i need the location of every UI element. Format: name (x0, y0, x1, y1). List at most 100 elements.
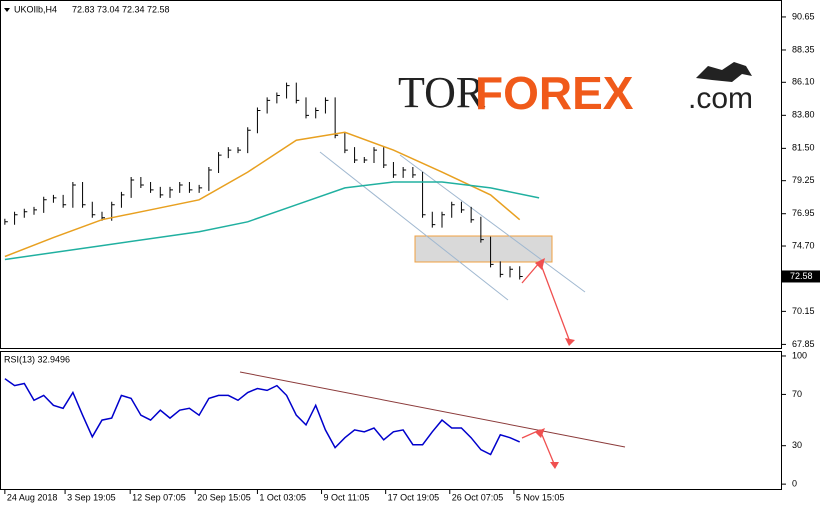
open: 72.83 (72, 4, 95, 14)
current-price-box (782, 270, 820, 283)
y-tick-label: 90.65 (792, 11, 815, 21)
price-bar (295, 82, 300, 104)
price-bar (324, 97, 329, 114)
y-tick-label: 67.85 (792, 339, 815, 349)
series-line (4, 378, 520, 456)
price-bar (62, 194, 67, 208)
price-bar (315, 107, 319, 119)
price-bar (198, 184, 203, 193)
y-tick-label: 30 (792, 440, 802, 450)
y-tick-label: 100 (792, 350, 807, 360)
price-bar (451, 201, 455, 218)
price-bar (130, 176, 135, 198)
price-bar (519, 266, 523, 280)
price-bar (509, 266, 513, 278)
price-bar (4, 218, 8, 225)
price-bar (344, 132, 348, 154)
x-tick-label: 5 Nov 15:05 (516, 492, 565, 502)
close: 72.58 (147, 4, 170, 14)
price-bar (422, 171, 426, 218)
price-bar (150, 181, 154, 193)
x-tick-label: 20 Sep 15:05 (197, 492, 251, 502)
logo: TOR FOREX .com (398, 62, 753, 119)
price-bar (120, 191, 125, 208)
price-bar (402, 167, 407, 178)
series-line (4, 181, 540, 261)
price-bar (52, 194, 57, 203)
price-bar (218, 152, 222, 174)
low: 72.34 (122, 4, 145, 14)
y-tick-label: 88.35 (792, 44, 815, 54)
symbol: UKOIlb,H4 (14, 4, 57, 14)
price-bar (334, 97, 339, 139)
channel-lower (319, 151, 509, 301)
y-tick-label: 81.50 (792, 143, 815, 153)
rsi-trendline (239, 371, 626, 448)
price-bar (276, 92, 280, 104)
current-price: 72.58 (790, 271, 813, 281)
y-tick-label: 76.95 (792, 208, 815, 218)
price-bar (490, 236, 494, 268)
price-bar (227, 147, 232, 159)
y-tick-label: 83.80 (792, 110, 815, 120)
price-bar (354, 147, 358, 163)
x-tick-label: 24 Aug 2018 (7, 492, 58, 502)
price-bar (305, 97, 309, 119)
x-tick-label: 12 Sep 07:05 (132, 492, 186, 502)
x-tick-label: 1 Oct 03:05 (259, 492, 306, 502)
price-panel (0, 0, 782, 349)
price-bar (14, 211, 18, 225)
logo-forex: FOREX (475, 67, 634, 119)
price-bar (188, 181, 193, 193)
x-tick-label: 26 Oct 07:05 (452, 492, 504, 502)
price-bar (480, 216, 484, 243)
channel-upper (399, 154, 586, 293)
series-line (4, 131, 521, 258)
logo-com: .com (688, 82, 753, 115)
price-bar (499, 261, 504, 278)
rsi-panel (0, 351, 782, 490)
price-bar (33, 206, 37, 215)
price-bar (237, 147, 241, 154)
price-bar (363, 156, 368, 163)
price-bar (140, 176, 144, 188)
arrow-heads (535, 258, 575, 346)
price-bar (256, 107, 261, 134)
x-tick-label: 17 Oct 19:05 (388, 492, 440, 502)
price-bar (91, 201, 96, 218)
price-bar (286, 82, 290, 99)
high: 73.04 (97, 4, 120, 14)
price-bar (373, 147, 377, 163)
logo-bull (696, 62, 752, 82)
price-bar (431, 211, 436, 228)
y-tick-label: 74.70 (792, 240, 815, 250)
y-tick-label: 70.15 (792, 306, 815, 316)
logo-tor: TOR (398, 68, 486, 117)
indicator-title: RSI(13) 32.9496 (4, 354, 70, 364)
y-tick-label: 79.25 (792, 175, 815, 185)
price-bar (247, 127, 251, 154)
price-bar (266, 97, 271, 114)
price-bar (208, 167, 212, 191)
price-bar (169, 186, 173, 198)
price-bar (383, 147, 387, 169)
y-tick-label: 0 (792, 479, 797, 489)
price-bar (72, 181, 76, 208)
y-tick-label: 86.10 (792, 77, 815, 87)
price-bar (82, 181, 86, 208)
price-bar (412, 167, 416, 178)
resistance-zone (414, 235, 553, 263)
rsi-arrow-heads (535, 428, 559, 469)
price-bar (159, 186, 164, 198)
price-bar (43, 196, 47, 213)
price-bar (179, 181, 183, 193)
x-tick-label: 3 Sep 19:05 (67, 492, 116, 502)
x-tick-label: 9 Oct 11:05 (324, 492, 370, 502)
y-tick-label: 70 (792, 389, 802, 399)
price-bar (23, 208, 28, 218)
price-bar (392, 162, 397, 178)
collapse-icon (4, 8, 10, 12)
price-bar (460, 201, 465, 213)
